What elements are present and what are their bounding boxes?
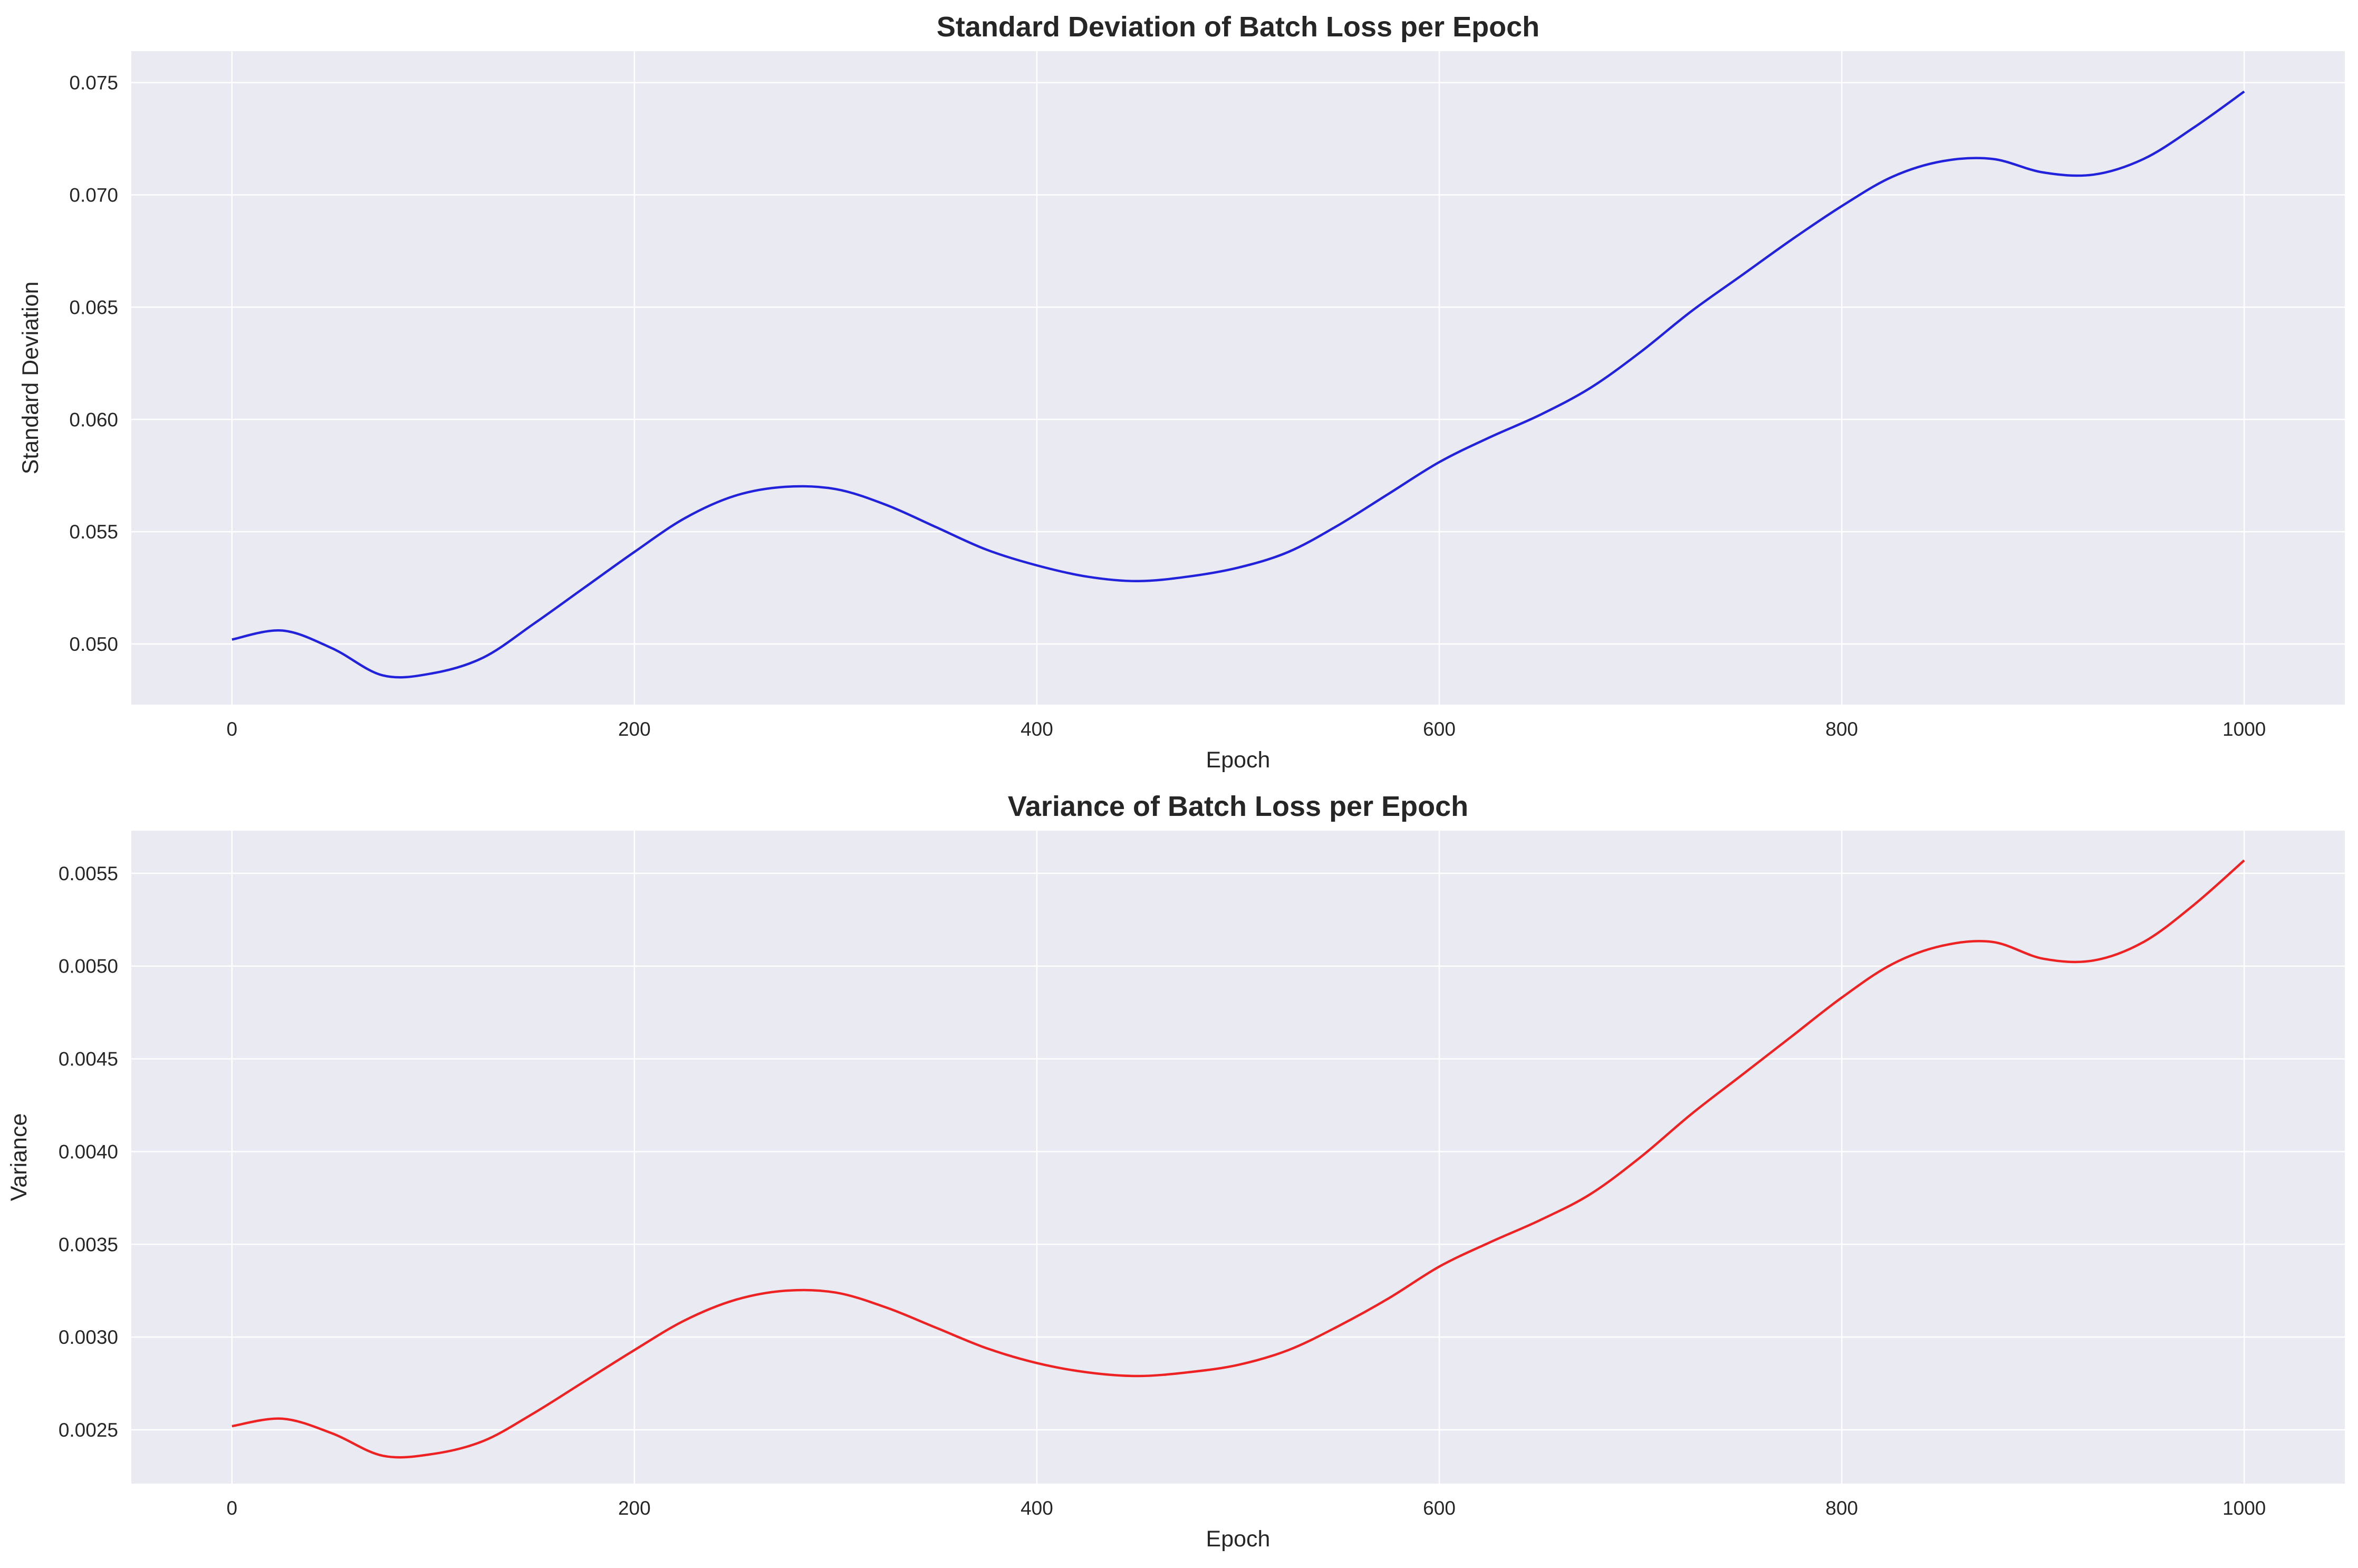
std-dev-y-axis-label: Standard Deviation [18, 282, 43, 475]
variance-series [232, 859, 2245, 1459]
std-dev-x-tick-label: 1000 [2222, 718, 2266, 740]
std-dev-chart-title: Standard Deviation of Batch Loss per Epo… [937, 11, 1539, 43]
std-dev-y-tick-label: 0.070 [69, 184, 118, 206]
variance-series-line [232, 859, 2245, 1459]
variance-panel: 0 200 400 600 800 1000 0.0025 0.0030 0.0035 0.004… [6, 791, 2345, 1552]
variance-y-tick-label: 0.0040 [59, 1141, 118, 1162]
std-dev-ticks: 0 200 400 600 800 1000 0.050 0.055 0.060 0.065 0.0… [69, 72, 2266, 740]
std-dev-x-tick-label: 0 [226, 718, 237, 740]
std-dev-series-line [232, 90, 2245, 679]
variance-y-axis-label: Variance [6, 1113, 32, 1201]
variance-x-tick-label: 400 [1021, 1497, 1053, 1519]
std-dev-x-axis-label: Epoch [1206, 747, 1271, 773]
variance-y-tick-label: 0.0050 [59, 956, 118, 977]
std-dev-x-tick-label: 800 [1825, 718, 1858, 740]
std-dev-panel: 0 200 400 600 800 1000 0.050 0.055 0.060 0.065 0.0… [18, 11, 2345, 773]
std-dev-y-tick-label: 0.060 [69, 409, 118, 430]
std-dev-y-tick-label: 0.075 [69, 72, 118, 94]
variance-ticks: 0 200 400 600 800 1000 0.0025 0.0030 0.0035 0.004… [59, 863, 2266, 1519]
variance-chart-title: Variance of Batch Loss per Epoch [1008, 791, 1468, 822]
std-dev-x-tick-label: 600 [1423, 718, 1456, 740]
variance-grid [131, 831, 2345, 1484]
variance-x-tick-label: 800 [1825, 1497, 1858, 1519]
variance-y-tick-label: 0.0030 [59, 1326, 118, 1348]
variance-y-tick-label: 0.0035 [59, 1234, 118, 1255]
std-dev-series [232, 90, 2245, 679]
variance-plot-area [131, 831, 2345, 1484]
variance-x-tick-label: 1000 [2222, 1497, 2266, 1519]
variance-y-tick-label: 0.0055 [59, 863, 118, 884]
std-dev-y-tick-label: 0.050 [69, 633, 118, 655]
std-dev-x-tick-label: 400 [1021, 718, 1053, 740]
variance-x-tick-label: 200 [618, 1497, 651, 1519]
variance-x-tick-label: 0 [226, 1497, 237, 1519]
variance-x-tick-label: 600 [1423, 1497, 1456, 1519]
std-dev-y-tick-label: 0.055 [69, 521, 118, 543]
variance-y-tick-label: 0.0045 [59, 1048, 118, 1070]
std-dev-y-tick-label: 0.065 [69, 296, 118, 318]
std-dev-plot-area [131, 51, 2345, 705]
std-dev-grid [131, 51, 2345, 705]
variance-x-axis-label: Epoch [1206, 1526, 1271, 1552]
std-dev-x-tick-label: 200 [618, 718, 651, 740]
variance-y-tick-label: 0.0025 [59, 1419, 118, 1441]
